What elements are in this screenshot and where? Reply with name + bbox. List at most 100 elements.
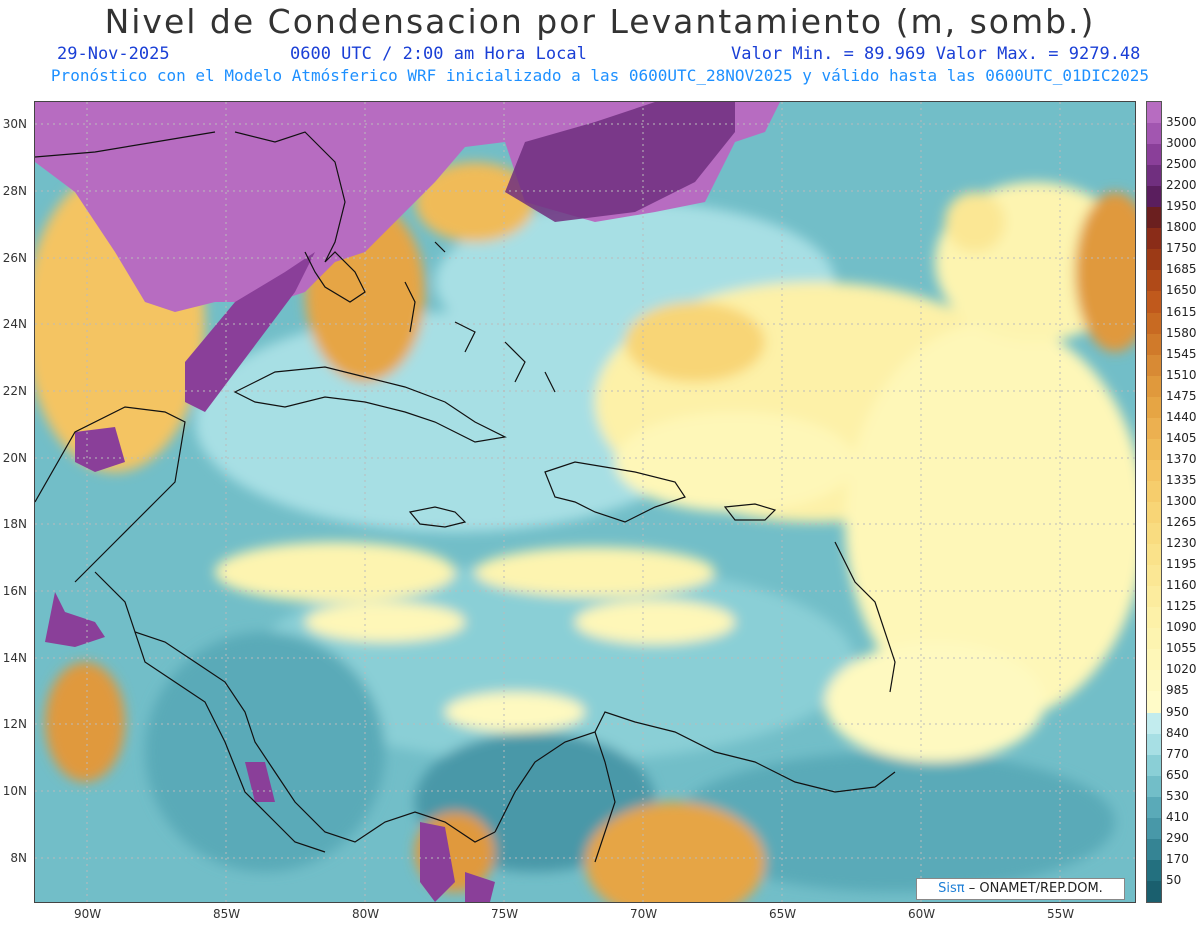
map-panel <box>34 101 1136 903</box>
legend-swatch <box>1147 880 1161 902</box>
lat-label-24n: 24N <box>2 317 27 331</box>
legend-label: 1090 <box>1166 620 1197 635</box>
legend-swatch <box>1147 291 1161 314</box>
legend-label: 770 <box>1166 746 1189 761</box>
legend-label: 1750 <box>1166 241 1197 256</box>
legend-label: 290 <box>1166 830 1189 845</box>
condensation-level-map <box>35 102 1135 902</box>
legend-swatch <box>1147 354 1161 377</box>
lat-label-8n: 8N <box>10 851 27 865</box>
legend-swatch <box>1147 480 1161 503</box>
coastlines <box>35 131 896 863</box>
legend-swatch <box>1147 859 1161 882</box>
legend-swatch <box>1147 228 1161 250</box>
legend-label: 1800 <box>1166 220 1197 235</box>
lat-label-30n: 30N <box>2 117 27 131</box>
legend-label: 2200 <box>1166 178 1197 193</box>
legend-swatch <box>1147 417 1161 440</box>
legend-swatch <box>1147 607 1161 629</box>
legend-label: 1055 <box>1166 641 1197 656</box>
legend-label: 2500 <box>1166 157 1197 172</box>
legend-label: 1160 <box>1166 578 1197 593</box>
legend-swatch <box>1147 838 1161 861</box>
legend-swatch <box>1147 523 1161 545</box>
sis-logo-text: Sisπ <box>938 881 965 896</box>
lat-label-28n: 28N <box>2 184 27 198</box>
min-max-values: Valor Min. = 89.969 Valor Max. = 9279.48 <box>731 44 1141 64</box>
legend-label: 1580 <box>1166 325 1197 340</box>
legend-swatch <box>1147 144 1161 166</box>
legend-swatch <box>1147 186 1161 208</box>
legend-label: 1265 <box>1166 515 1197 530</box>
legend-label: 1615 <box>1166 304 1197 319</box>
legend-label: 3000 <box>1166 136 1197 151</box>
legend-swatch <box>1147 733 1161 756</box>
lon-label-60w: 60W <box>908 907 936 921</box>
lat-lon-grid <box>35 102 1135 902</box>
legend-label: 1230 <box>1166 536 1197 551</box>
lat-label-12n: 12N <box>2 717 27 731</box>
legend-swatch <box>1147 333 1161 356</box>
legend-swatch <box>1147 102 1161 124</box>
legend-label: 1195 <box>1166 557 1197 572</box>
legend-label: 3500 <box>1166 115 1197 130</box>
legend-label: 1440 <box>1166 409 1197 424</box>
legend-swatch <box>1147 502 1161 524</box>
legend-swatch <box>1147 459 1161 482</box>
forecast-date: 29-Nov-2025 <box>57 44 170 64</box>
lon-label-85w: 85W <box>213 907 241 921</box>
legend-label: 410 <box>1166 809 1189 824</box>
legend-label: 650 <box>1166 767 1189 782</box>
lon-label-65w: 65W <box>769 907 797 921</box>
legend-swatch <box>1147 796 1161 819</box>
legend-swatch <box>1147 249 1161 271</box>
legend-swatch <box>1147 565 1161 587</box>
legend-swatch <box>1147 123 1161 145</box>
legend-swatch <box>1147 775 1161 798</box>
credit-box: Sisπ – ONAMET/REP.DOM. <box>916 878 1125 900</box>
legend-swatch <box>1147 649 1161 671</box>
lat-label-22n: 22N <box>2 384 27 398</box>
legend-label: 950 <box>1166 704 1189 719</box>
legend-swatch <box>1147 438 1161 461</box>
high-lcl-regions <box>35 102 780 902</box>
legend-swatch <box>1147 754 1161 777</box>
legend-label: 1950 <box>1166 199 1197 214</box>
lon-label-80w: 80W <box>352 907 380 921</box>
legend-label: 1370 <box>1166 451 1197 466</box>
legend-label: 1020 <box>1166 662 1197 677</box>
lon-label-90w: 90W <box>74 907 102 921</box>
credit-text: – ONAMET/REP.DOM. <box>968 881 1103 896</box>
legend-swatch <box>1147 712 1161 735</box>
legend-label: 840 <box>1166 725 1189 740</box>
legend-label: 1405 <box>1166 430 1197 445</box>
legend-label: 1685 <box>1166 262 1197 277</box>
lat-label-14n: 14N <box>2 651 27 665</box>
legend-swatch <box>1147 396 1161 419</box>
map-title: Nivel de Condensacion por Levantamiento … <box>104 2 1096 41</box>
legend-swatch <box>1147 586 1161 608</box>
legend-label: 170 <box>1166 851 1189 866</box>
lat-label-20n: 20N <box>2 451 27 465</box>
legend-label: 1650 <box>1166 283 1197 298</box>
legend-label: 1475 <box>1166 388 1197 403</box>
legend-swatch <box>1147 628 1161 650</box>
legend-swatch <box>1147 165 1161 187</box>
legend-label: 1545 <box>1166 346 1197 361</box>
legend-swatch <box>1147 375 1161 398</box>
legend-swatch <box>1147 312 1161 335</box>
lat-label-10n: 10N <box>2 784 27 798</box>
lon-label-75w: 75W <box>491 907 519 921</box>
lat-label-18n: 18N <box>2 517 27 531</box>
legend-label: 1335 <box>1166 472 1197 487</box>
legend-swatch <box>1147 670 1161 692</box>
legend-swatch <box>1147 691 1161 714</box>
legend-label: 985 <box>1166 683 1189 698</box>
legend-label: 1300 <box>1166 494 1197 508</box>
legend-label: 50 <box>1166 872 1182 887</box>
legend-label: 1125 <box>1166 599 1197 614</box>
forecast-time: 0600 UTC / 2:00 am Hora Local <box>290 44 587 64</box>
legend-swatch <box>1147 544 1161 566</box>
field-shading <box>35 162 1135 902</box>
lat-label-16n: 16N <box>2 584 27 598</box>
